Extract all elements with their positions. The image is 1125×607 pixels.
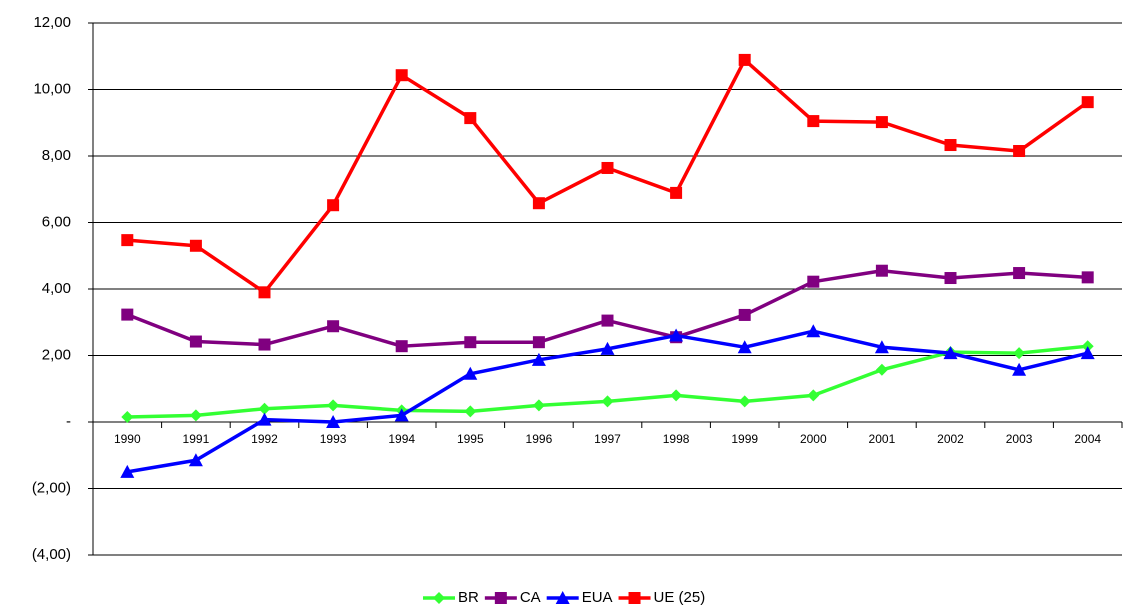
marker bbox=[464, 405, 477, 418]
marker bbox=[394, 408, 409, 422]
marker bbox=[807, 115, 820, 128]
x-tick-label: 1991 bbox=[183, 432, 210, 446]
marker bbox=[532, 197, 545, 210]
marker bbox=[1081, 271, 1094, 284]
marker bbox=[1081, 96, 1094, 109]
marker bbox=[1012, 362, 1027, 376]
marker bbox=[628, 592, 641, 604]
y-tick-label: 6,00 bbox=[42, 213, 71, 230]
y-tick-label: 8,00 bbox=[42, 147, 71, 164]
marker bbox=[1080, 346, 1095, 360]
x-tick-label: 2000 bbox=[800, 432, 827, 446]
legend-label: BR bbox=[458, 589, 479, 606]
x-tick-label: 1994 bbox=[388, 432, 415, 446]
marker bbox=[875, 116, 888, 129]
marker bbox=[532, 336, 545, 349]
legend-label: UE (25) bbox=[654, 589, 706, 606]
marker bbox=[121, 308, 134, 321]
marker bbox=[738, 395, 751, 408]
marker bbox=[121, 411, 134, 424]
marker bbox=[600, 341, 615, 355]
marker bbox=[395, 69, 408, 82]
marker bbox=[738, 53, 751, 66]
x-tick-label: 1997 bbox=[594, 432, 621, 446]
marker bbox=[258, 402, 271, 415]
marker bbox=[875, 264, 888, 277]
marker bbox=[531, 352, 546, 366]
x-tick-label: 1999 bbox=[731, 432, 758, 446]
marker bbox=[1013, 145, 1026, 158]
y-tick-label: 4,00 bbox=[42, 280, 71, 297]
marker bbox=[807, 275, 820, 288]
marker bbox=[601, 314, 614, 327]
marker bbox=[943, 346, 958, 360]
x-tick-label: 1990 bbox=[114, 432, 141, 446]
marker bbox=[464, 336, 477, 349]
x-tick-label: 1993 bbox=[320, 432, 347, 446]
marker bbox=[669, 328, 684, 342]
x-tick-label: 2003 bbox=[1006, 432, 1033, 446]
marker bbox=[806, 324, 821, 338]
marker bbox=[555, 591, 570, 604]
marker bbox=[258, 338, 271, 351]
marker bbox=[494, 592, 507, 604]
series-line bbox=[127, 58, 1089, 295]
marker bbox=[327, 320, 340, 333]
marker bbox=[532, 399, 545, 412]
marker bbox=[601, 161, 614, 174]
marker bbox=[944, 272, 957, 285]
legend: BR CA EUA UE (25) bbox=[423, 589, 705, 606]
marker bbox=[189, 409, 202, 422]
marker bbox=[1013, 267, 1026, 280]
marker bbox=[188, 453, 203, 467]
y-tick-label: 12,00 bbox=[33, 14, 71, 31]
marker bbox=[875, 363, 888, 376]
marker bbox=[464, 112, 477, 125]
x-tick-label: 2004 bbox=[1074, 432, 1101, 446]
y-tick-label: (2,00) bbox=[32, 479, 71, 496]
marker bbox=[874, 340, 889, 354]
marker bbox=[738, 308, 751, 321]
marker bbox=[944, 139, 957, 152]
marker bbox=[189, 335, 202, 348]
x-tick-label: 1992 bbox=[251, 432, 278, 446]
x-tick-label: 2001 bbox=[869, 432, 896, 446]
marker bbox=[120, 464, 135, 478]
legend-label: EUA bbox=[582, 589, 613, 606]
y-tick-label: 10,00 bbox=[33, 80, 71, 97]
marker bbox=[737, 340, 752, 354]
marker bbox=[433, 592, 445, 604]
marker bbox=[121, 234, 134, 247]
legend-label: CA bbox=[520, 589, 541, 606]
marker bbox=[327, 399, 340, 412]
x-tick-label: 1996 bbox=[526, 432, 553, 446]
y-tick-label: - bbox=[66, 413, 71, 430]
marker bbox=[670, 389, 683, 402]
marker bbox=[327, 199, 340, 212]
marker bbox=[258, 286, 271, 299]
marker bbox=[189, 239, 202, 252]
marker bbox=[395, 340, 408, 353]
x-tick-label: 1998 bbox=[663, 432, 690, 446]
x-tick-label: 1995 bbox=[457, 432, 484, 446]
x-tick-label: 2002 bbox=[937, 432, 964, 446]
marker bbox=[257, 412, 272, 426]
marker bbox=[463, 366, 478, 380]
marker bbox=[326, 415, 341, 428]
marker bbox=[807, 389, 820, 402]
marker bbox=[1013, 347, 1026, 360]
y-tick-label: (4,00) bbox=[32, 546, 71, 563]
y-tick-label: 2,00 bbox=[42, 346, 71, 363]
marker bbox=[670, 186, 683, 199]
marker bbox=[601, 395, 614, 408]
